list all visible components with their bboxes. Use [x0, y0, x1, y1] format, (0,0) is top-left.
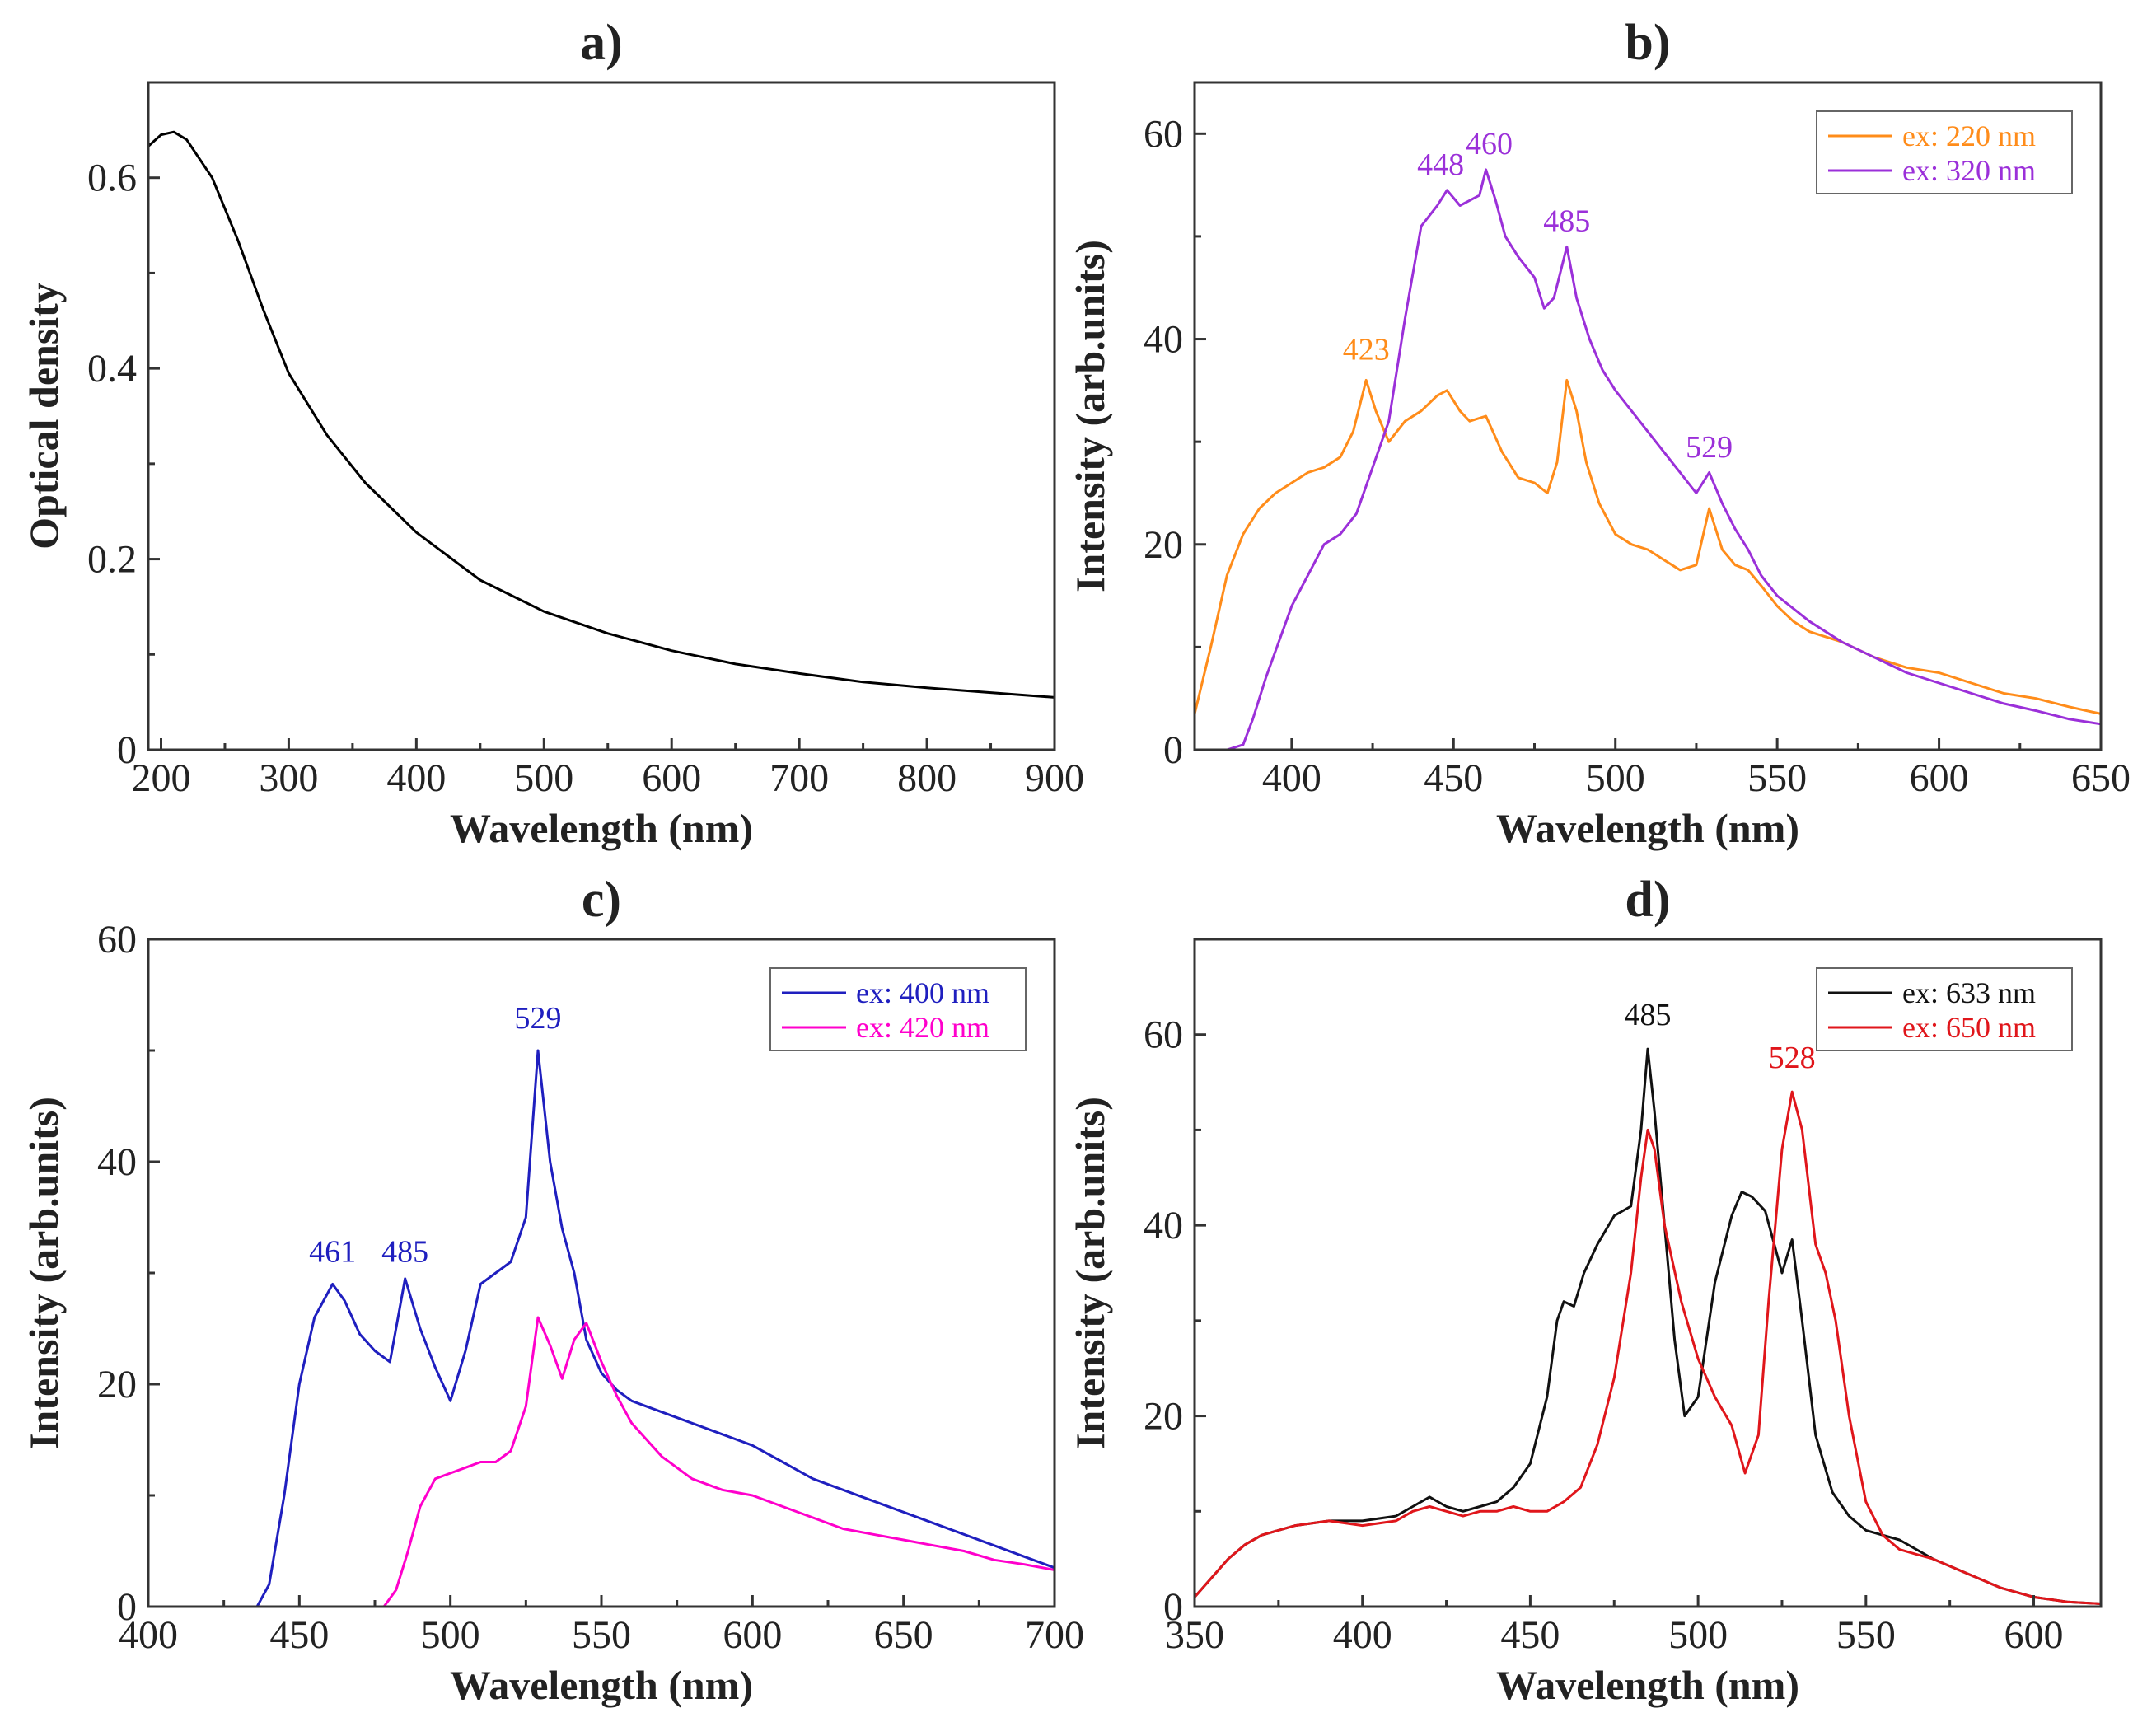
x-axis-title: Wavelength (nm): [450, 805, 753, 851]
peak-label: 529: [1686, 430, 1733, 465]
y-tick-label: 40: [1144, 1204, 1183, 1247]
y-tick-label: 0.2: [87, 538, 137, 582]
legend-entry: ex: 220 nm: [1902, 119, 2036, 152]
legend-box: [1816, 110, 2073, 194]
y-axis-title: Optical density: [21, 283, 67, 550]
x-axis-title: Wavelength (nm): [1496, 1662, 1799, 1708]
peak-label: 529: [515, 1001, 562, 1036]
x-tick-label: 400: [1333, 1613, 1392, 1657]
x-tick-label: 400: [1262, 756, 1321, 800]
x-tick-label: 200: [131, 756, 190, 800]
x-tick-label: 500: [1668, 1613, 1728, 1657]
y-tick-label: 0: [1163, 728, 1183, 772]
x-tick-label: 550: [1836, 1613, 1896, 1657]
y-tick-label: 40: [97, 1140, 137, 1184]
y-tick-label: 0.6: [87, 157, 137, 200]
x-tick-label: 300: [259, 756, 318, 800]
x-tick-label: 800: [897, 756, 957, 800]
y-axis-title: Intensity (arb.units): [21, 1097, 67, 1449]
x-tick-label: 350: [1165, 1613, 1224, 1657]
series-line-1: [1193, 378, 2102, 715]
x-tick-label: 550: [572, 1613, 631, 1657]
x-tick-label: 500: [1586, 756, 1645, 800]
legend-entry: ex: 320 nm: [1902, 154, 2036, 187]
legend-box: [1816, 967, 2073, 1051]
panel-label: c): [582, 872, 621, 928]
x-tick-label: 600: [1910, 756, 1969, 800]
panel-label: d): [1625, 872, 1670, 928]
legend-box: [769, 967, 1027, 1051]
legend-entry: ex: 633 nm: [1902, 976, 2036, 1009]
legend-entry: ex: 650 nm: [1902, 1011, 2036, 1044]
x-tick-label: 600: [2004, 1613, 2064, 1657]
x-tick-label: 650: [2071, 756, 2131, 800]
peak-label: 461: [309, 1235, 356, 1270]
x-tick-label: 450: [269, 1613, 329, 1657]
x-tick-label: 600: [723, 1613, 782, 1657]
series-line-1: [147, 130, 1055, 699]
plot-frame: [147, 81, 1056, 751]
plot-frame: [1193, 938, 2103, 1608]
x-axis-title: Wavelength (nm): [1496, 805, 1799, 851]
y-tick-label: 0: [117, 728, 137, 772]
peak-label: 485: [1543, 204, 1590, 239]
plot-frame: [1193, 81, 2103, 751]
y-tick-label: 20: [97, 1363, 137, 1406]
y-axis-title: Intensity (arb.units): [1067, 240, 1113, 592]
y-tick-label: 60: [97, 918, 137, 962]
panel-a: a) 200 300 400 500 600 700 800 900 0 0.2 0.4 0.6 Wave…: [21, 15, 1084, 851]
y-tick-label: 40: [1144, 318, 1183, 362]
peak-label: 485: [381, 1235, 428, 1270]
y-tick-label: 0: [117, 1585, 137, 1629]
panel-label: b): [1625, 15, 1670, 71]
series-line-2: [1195, 168, 2102, 751]
series-line-1: [1193, 1047, 2102, 1605]
panel-c: c) 400 450 500 550 600 650 700 0 20 40 60 Wavelength…: [21, 872, 1084, 1708]
peak-label: 485: [1625, 998, 1672, 1032]
y-axis-title: Intensity (arb.units): [1067, 1097, 1113, 1449]
y-tick-label: 0: [1163, 1585, 1183, 1629]
x-tick-label: 450: [1424, 756, 1483, 800]
y-tick-label: 60: [1144, 1013, 1183, 1057]
y-tick-label: 20: [1144, 523, 1183, 567]
peak-label: 423: [1343, 332, 1390, 367]
peak-label: 528: [1769, 1041, 1816, 1075]
panel-b: b) 400 450 500 550 600 650 0 20 40 60 Wavelength (n…: [1067, 15, 2131, 851]
x-tick-label: 400: [386, 756, 446, 800]
peak-label: 448: [1417, 147, 1464, 182]
x-tick-label: 900: [1025, 756, 1084, 800]
x-axis-title: Wavelength (nm): [450, 1662, 753, 1708]
peak-label: 460: [1466, 127, 1513, 161]
y-tick-label: 60: [1144, 112, 1183, 156]
x-tick-label: 700: [1025, 1613, 1084, 1657]
y-tick-label: 20: [1144, 1395, 1183, 1439]
x-tick-label: 550: [1747, 756, 1807, 800]
series-line-2: [148, 1316, 1055, 1608]
x-tick-label: 700: [769, 756, 829, 800]
x-tick-label: 500: [514, 756, 573, 800]
series-line-2: [1193, 1090, 2102, 1605]
legend-entry: ex: 420 nm: [856, 1011, 989, 1044]
panel-label: a): [580, 15, 623, 71]
x-tick-label: 450: [1500, 1613, 1560, 1657]
x-tick-label: 500: [421, 1613, 480, 1657]
x-tick-label: 600: [642, 756, 701, 800]
x-tick-label: 650: [874, 1613, 933, 1657]
legend-entry: ex: 400 nm: [856, 976, 989, 1009]
y-tick-label: 0.4: [87, 347, 137, 391]
panel-d: d) 350 400 450 500 550 600 0 20 40 60 Wavelength (n…: [1067, 872, 2103, 1708]
x-tick-label: 400: [119, 1613, 178, 1657]
series-line-1: [148, 1049, 1055, 1608]
